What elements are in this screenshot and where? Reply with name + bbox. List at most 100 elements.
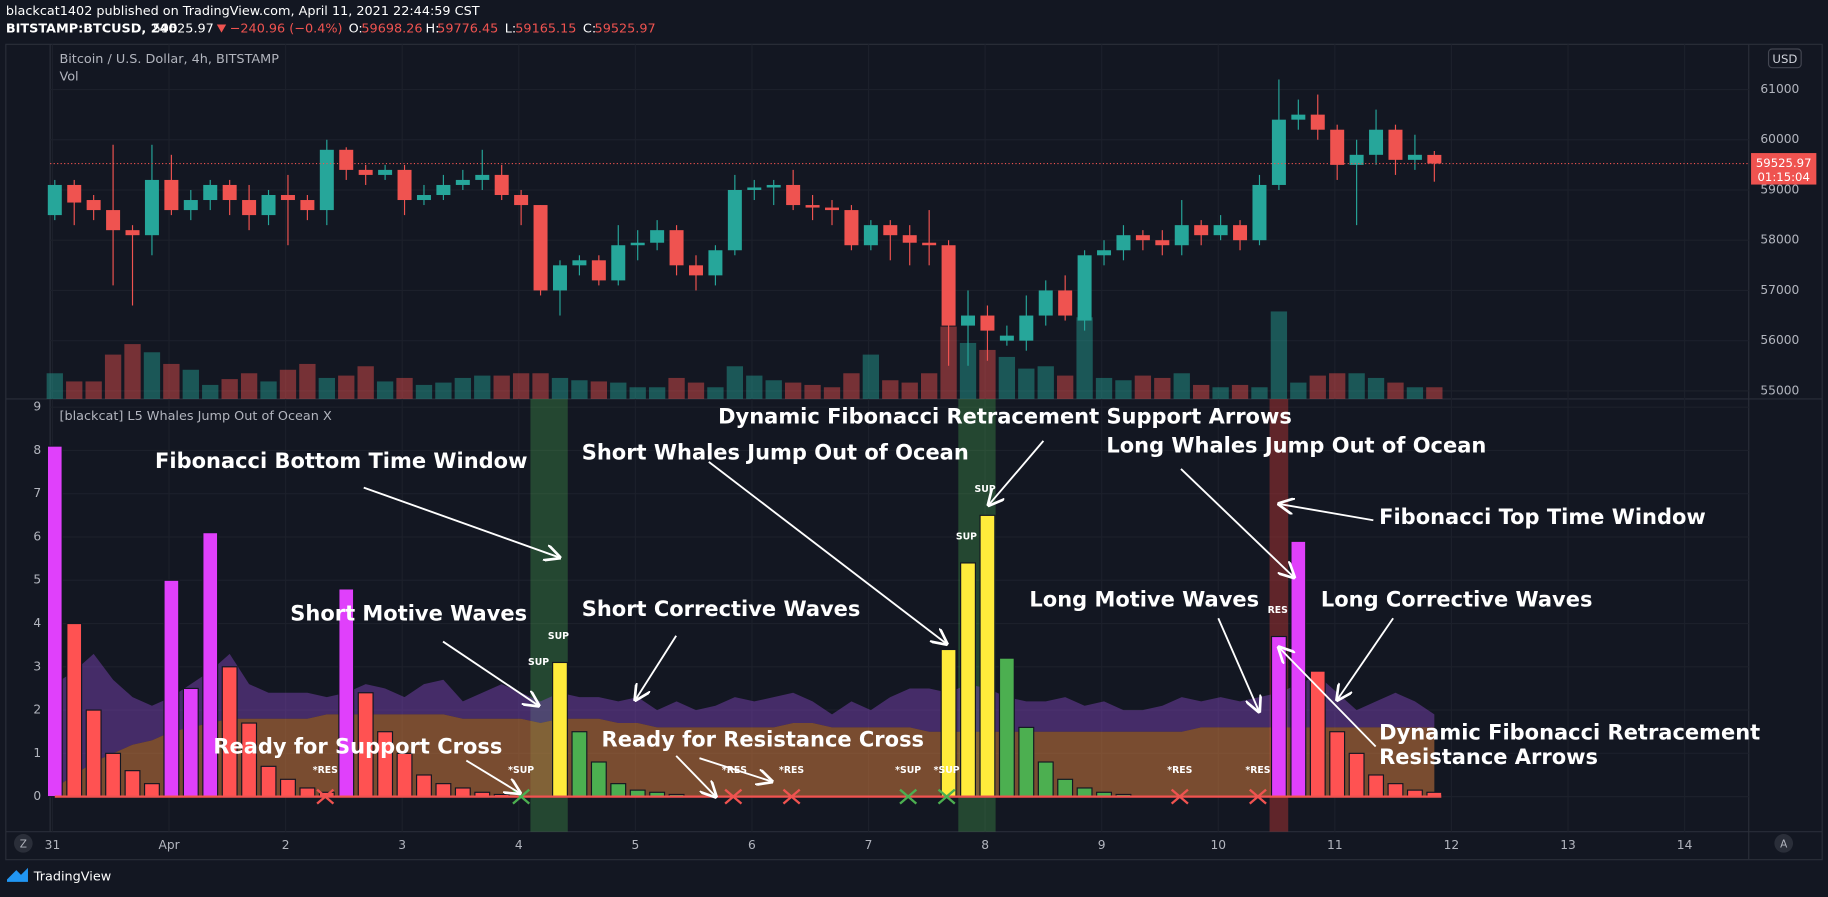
indicator-bar [66, 622, 83, 798]
auto-label[interactable]: A [1780, 839, 1788, 851]
candle-body [86, 200, 101, 211]
candle-body [766, 184, 781, 188]
volume-bar [454, 377, 471, 399]
indicator-tick-label: 0 [33, 789, 41, 803]
candle-body [650, 230, 665, 243]
volume-bar [1134, 375, 1152, 399]
candle-body [611, 245, 626, 281]
volume-bar [804, 384, 821, 399]
volume-bar [687, 382, 705, 399]
candle-body [125, 230, 140, 236]
volume-bar [279, 369, 297, 399]
volume-bar [1193, 384, 1210, 399]
ohlc-value: 59525.97 [595, 22, 656, 37]
indicator-bar [1057, 778, 1074, 798]
volume-bar [415, 384, 433, 399]
chart-title: Bitcoin / U.S. Dollar, 4h, BITSTAMP [59, 52, 279, 67]
candle-body [1310, 114, 1325, 130]
candle-body [1194, 225, 1209, 236]
annotation-arrow [1279, 504, 1374, 522]
candle-body [572, 260, 587, 266]
annotation: Ready for Resistance Cross [602, 728, 924, 752]
byline: blackcat1402 published on TradingView.co… [6, 4, 480, 19]
x-tick-label: 11 [1327, 838, 1343, 852]
volume-bar [1154, 377, 1171, 399]
signal-marker: SUP [975, 484, 996, 495]
indicator-bar [435, 783, 452, 798]
auto-button[interactable] [1774, 834, 1794, 853]
volume-bar [1018, 368, 1035, 399]
countdown: 01:15:04 [1758, 170, 1810, 184]
ohlc-value: 59165.15 [515, 22, 576, 37]
indicator-bar [1368, 774, 1385, 798]
indicator-bar [1018, 726, 1035, 798]
ohlc-label: H: [426, 22, 440, 37]
signal-marker: *SUP [934, 765, 960, 776]
annotation: Short Whales Jump Out of Ocean [582, 441, 969, 465]
x-tick-label: 31 [45, 838, 61, 852]
ohlc-label: C: [583, 22, 596, 37]
annotation-arrow [675, 755, 716, 797]
annotation-arrow [1337, 617, 1394, 700]
zoom-button[interactable] [13, 834, 33, 853]
indicator-bar [454, 787, 471, 798]
volume-bar [1173, 373, 1190, 399]
candle-body [242, 200, 257, 216]
indicator-tick-label: 4 [33, 616, 41, 630]
candle-body [1174, 225, 1189, 246]
candle-body [1349, 154, 1364, 165]
volume-bar [240, 373, 258, 399]
candle-body [1427, 154, 1442, 164]
annotation-arrow [699, 757, 771, 781]
candle-body [727, 189, 742, 251]
volume-bar [357, 366, 374, 399]
price-tick-label: 60000 [1760, 132, 1799, 146]
indicator-title: [blackcat] L5 Whales Jump Out of Ocean X [59, 409, 331, 424]
candle-body [358, 169, 373, 175]
indicator-bar [299, 787, 316, 798]
currency[interactable]: USD [1772, 52, 1797, 66]
candle-body [1271, 119, 1286, 185]
candle-body [999, 335, 1014, 341]
cross [899, 788, 918, 805]
indicator-bar [1348, 752, 1365, 798]
candle-body [922, 242, 937, 246]
indicator-bar [1309, 670, 1326, 798]
signal-marker: SUP [528, 657, 549, 668]
indicator-tick-label: 3 [33, 659, 41, 673]
candle-body [825, 207, 839, 211]
signal-marker: SUP [548, 631, 569, 642]
volume-bar [629, 387, 646, 399]
indicator-bar [396, 752, 413, 798]
signal-marker: *SUP [895, 765, 921, 776]
volume-bar [435, 382, 452, 399]
cross [1170, 788, 1189, 805]
x-tick-label: 3 [398, 838, 406, 852]
volume-bar [610, 382, 627, 399]
frame [5, 43, 1823, 861]
candle-body [67, 184, 82, 203]
candle-body [669, 230, 684, 266]
indicator-bar [1270, 635, 1287, 798]
annotation: Dynamic Fibonacci Retracement Support Ar… [718, 405, 1292, 429]
currency-box[interactable] [1767, 48, 1802, 69]
signal-marker: RES [1268, 605, 1289, 616]
volume-bar [1426, 387, 1443, 399]
x-tick-label: 10 [1210, 838, 1226, 852]
volume-bar [318, 377, 335, 399]
volume-bar [1309, 375, 1326, 399]
volume-bar [512, 373, 530, 399]
indicator-bar [1037, 761, 1054, 798]
price-tick-label: 58000 [1760, 233, 1799, 247]
candle-body [455, 179, 470, 185]
volume-bar [882, 380, 899, 399]
candle-body [747, 187, 762, 190]
volume-bar [46, 373, 63, 399]
annotation-arrow [1180, 468, 1294, 577]
candle-body [106, 210, 121, 231]
volume-bar [376, 381, 394, 399]
volume-bar [765, 380, 782, 399]
zoom-label[interactable]: Z [20, 839, 27, 851]
volume-bar [221, 379, 238, 399]
candle-body [708, 250, 723, 276]
